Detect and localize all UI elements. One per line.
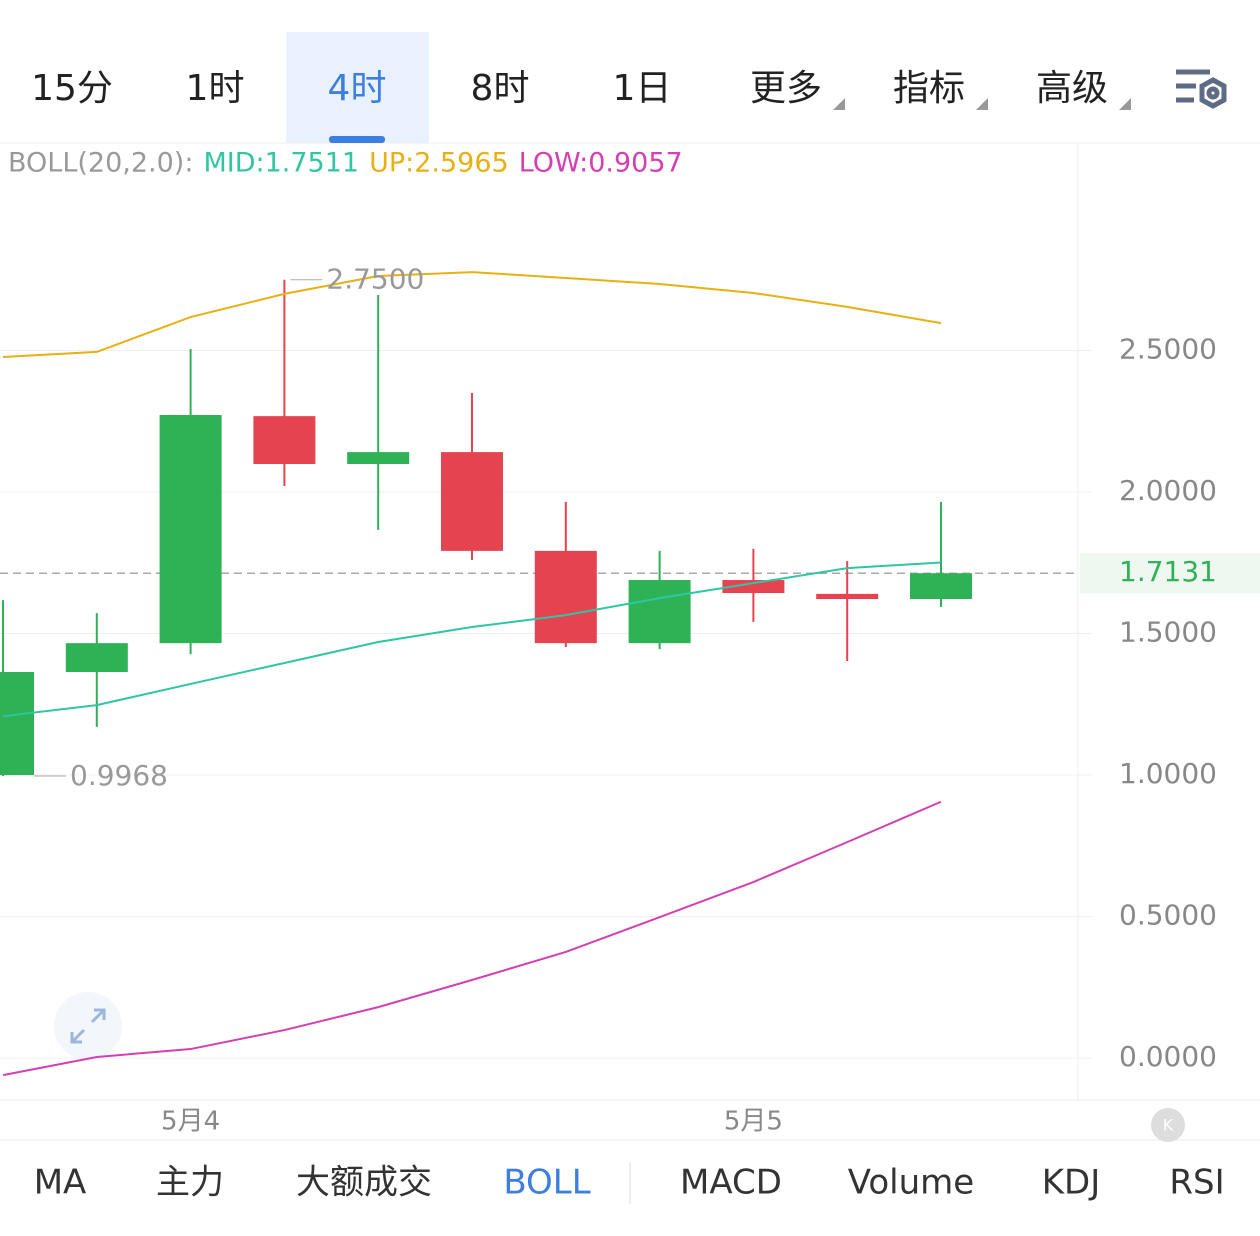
boll-line xyxy=(2,271,942,358)
indicator-tab[interactable]: 主力 xyxy=(156,1163,224,1203)
y-tick-label: 2.5000 xyxy=(1119,332,1217,365)
interval-tab[interactable]: 指标 xyxy=(893,68,965,109)
candle-body xyxy=(816,593,879,599)
last-price-label: 1.7131 xyxy=(1119,555,1217,588)
dropdown-arrow xyxy=(1119,98,1131,110)
last-price-box xyxy=(1080,553,1260,594)
scroll-button[interactable]: K xyxy=(1151,1108,1185,1142)
legend-entry: LOW:0.9057 xyxy=(519,148,683,179)
y-tick-label: 1.0000 xyxy=(1119,757,1217,790)
candle-body xyxy=(253,416,316,464)
x-tick-label: 5月5 xyxy=(724,1107,783,1137)
indicator-label: BOLL(20,2.0): xyxy=(8,148,193,179)
y-tick-label: 0.0000 xyxy=(1119,1040,1217,1073)
candle-body xyxy=(347,452,410,464)
y-tick-label: 2.0000 xyxy=(1119,474,1217,507)
annotation-label: 2.7500 xyxy=(326,263,424,296)
settings-icon[interactable] xyxy=(1176,69,1227,109)
tab-indicator xyxy=(329,136,385,143)
candle-body xyxy=(159,415,222,644)
indicator-tab[interactable]: 大额成交 xyxy=(296,1163,432,1203)
candle-body xyxy=(441,452,503,551)
annotation-label: 0.9968 xyxy=(70,759,168,792)
expand-button[interactable] xyxy=(54,992,122,1060)
dropdown-arrow xyxy=(976,98,988,110)
candle-body xyxy=(65,643,128,673)
candle-body xyxy=(910,573,972,599)
interval-tab[interactable]: 8时 xyxy=(471,68,530,109)
y-tick-label: 0.5000 xyxy=(1119,899,1217,932)
indicator-tab[interactable]: BOLL xyxy=(503,1163,590,1203)
interval-tab[interactable]: 高级 xyxy=(1036,68,1108,109)
tab-highlight xyxy=(286,32,429,143)
indicator-tab[interactable]: Volume xyxy=(848,1163,974,1203)
interval-tab[interactable]: 更多 xyxy=(750,68,822,109)
legend-entry: UP:2.5965 xyxy=(369,148,509,179)
dropdown-arrow xyxy=(833,98,845,110)
candle-body xyxy=(534,550,597,644)
x-tick-label: 5月4 xyxy=(161,1107,220,1137)
interval-tab[interactable]: 15分 xyxy=(31,68,113,109)
indicator-tab[interactable]: MA xyxy=(34,1163,87,1203)
indicator-tab[interactable]: RSI xyxy=(1169,1163,1224,1203)
indicator-tab[interactable]: MACD xyxy=(680,1163,782,1203)
candle-body xyxy=(722,580,785,594)
indicator-tab[interactable]: KDJ xyxy=(1042,1163,1101,1203)
legend-entry: MID:1.7511 xyxy=(203,148,359,179)
boll-line xyxy=(2,800,942,1077)
y-tick-label: 1.5000 xyxy=(1119,616,1217,649)
candle-body xyxy=(0,672,34,776)
candle-body xyxy=(628,580,691,644)
interval-tab[interactable]: 1日 xyxy=(613,68,672,109)
boll-line xyxy=(2,561,942,718)
svg-text:K: K xyxy=(1163,1116,1174,1135)
interval-tab[interactable]: 4时 xyxy=(328,68,387,109)
interval-tab[interactable]: 1时 xyxy=(186,68,245,109)
